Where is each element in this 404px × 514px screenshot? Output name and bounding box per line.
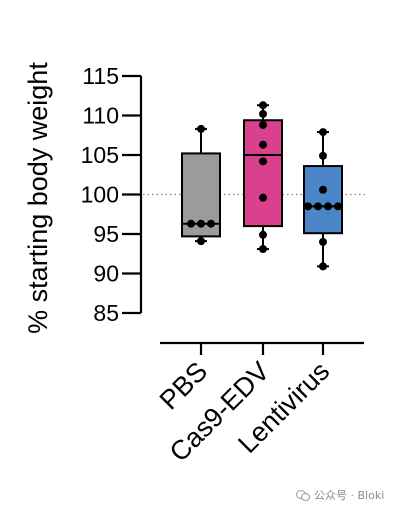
- data-point: [314, 202, 322, 211]
- watermark: 公众号 · Bloki: [296, 487, 384, 503]
- data-point: [259, 157, 267, 166]
- y-tick-label: 90: [93, 261, 119, 287]
- y-axis-label: % starting body weight: [23, 62, 53, 334]
- data-point: [319, 237, 327, 246]
- data-point: [304, 202, 312, 211]
- data-point: [197, 237, 205, 246]
- y-tick-label: 85: [93, 300, 119, 326]
- y-tick-label: 110: [82, 103, 119, 129]
- box-iqr: [303, 165, 343, 235]
- box-lentivirus: [303, 128, 343, 271]
- data-point: [319, 185, 327, 194]
- data-point: [334, 202, 342, 211]
- box-cas9-edv: [243, 101, 283, 254]
- data-point: [319, 262, 327, 271]
- data-point: [324, 202, 332, 211]
- data-point: [319, 128, 327, 137]
- data-point: [259, 230, 267, 239]
- y-tick-label: 105: [81, 142, 119, 168]
- y-tick-label: 115: [82, 63, 119, 89]
- data-point: [207, 219, 215, 228]
- y-tick-label: 100: [81, 182, 119, 208]
- data-point: [197, 219, 205, 228]
- data-point: [259, 140, 267, 149]
- data-point: [259, 109, 267, 118]
- data-point: [319, 151, 327, 160]
- data-point: [259, 101, 267, 110]
- data-point: [187, 219, 195, 228]
- wechat-icon: [296, 489, 310, 501]
- data-point: [259, 245, 267, 254]
- watermark-text: 公众号 · Bloki: [314, 489, 385, 502]
- box-pbs: [181, 124, 221, 246]
- boxes-group: [181, 101, 343, 271]
- data-point: [259, 193, 267, 202]
- data-point: [259, 120, 267, 129]
- box-iqr: [243, 119, 283, 228]
- data-point: [197, 124, 205, 133]
- y-tick-label: 95: [93, 221, 119, 247]
- y-axis: 85 90 95 100 105 110 115: [81, 63, 143, 326]
